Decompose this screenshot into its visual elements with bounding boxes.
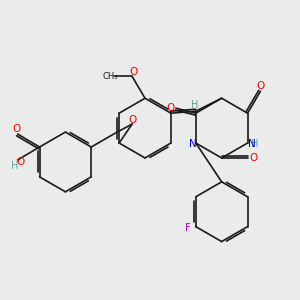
Text: N: N bbox=[189, 139, 197, 148]
Text: CH₃: CH₃ bbox=[103, 72, 118, 81]
Text: H: H bbox=[251, 139, 259, 149]
Text: H: H bbox=[11, 161, 18, 171]
Text: F: F bbox=[185, 223, 191, 232]
Text: H: H bbox=[191, 100, 199, 110]
Text: O: O bbox=[129, 67, 137, 76]
Text: O: O bbox=[13, 124, 21, 134]
Text: O: O bbox=[257, 81, 265, 91]
Text: N: N bbox=[248, 139, 255, 148]
Text: O: O bbox=[128, 115, 137, 124]
Text: O: O bbox=[16, 157, 24, 167]
Text: O: O bbox=[166, 103, 175, 113]
Text: O: O bbox=[249, 153, 257, 163]
